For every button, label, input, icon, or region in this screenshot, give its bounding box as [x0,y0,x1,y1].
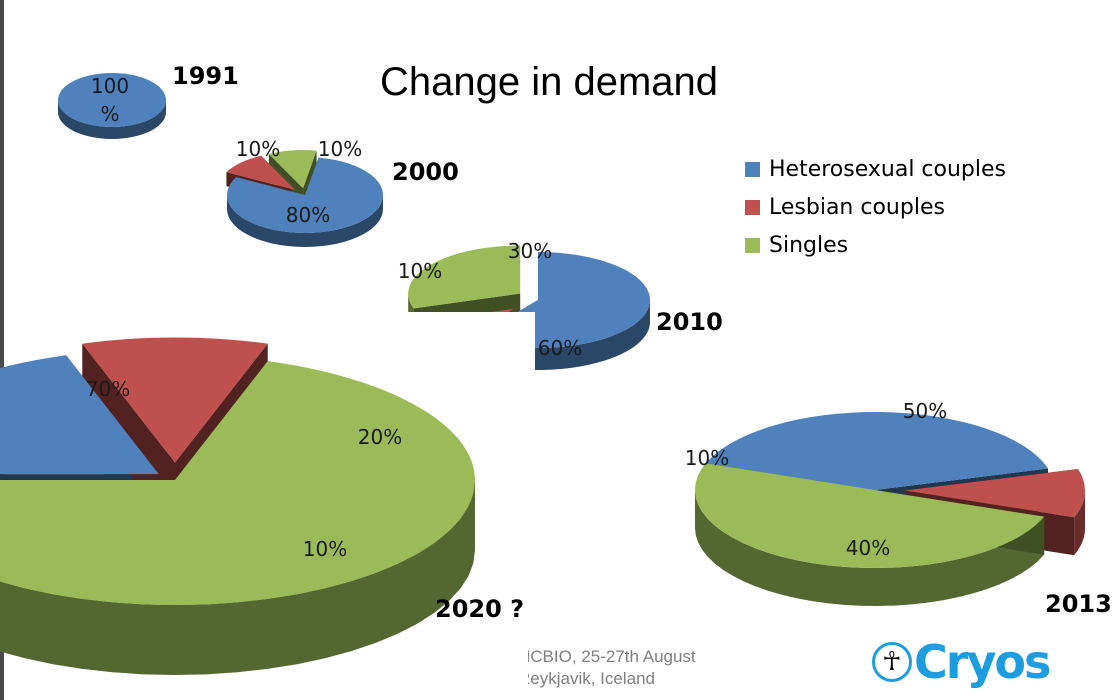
pie-1991: 100 % 1991 [58,62,239,139]
year-label: 2000 [392,158,459,186]
data-label-lesbian: 10% [303,537,347,561]
data-label-singles: 30% [508,239,552,263]
year-label: 2020 ? [435,595,524,623]
footer-line-1: NCBIO, 25-27th August [528,647,696,666]
data-label-heterosexual: 100% [91,74,129,126]
pie-slice-heterosexual [705,412,1049,490]
pie-slice-singles [0,361,475,605]
pie-slice-singles [408,245,521,309]
data-label-heterosexual: 20% [358,425,402,449]
legend-item-singles: Singles [745,226,1006,264]
legend-label-lesbian: Lesbian couples [769,194,945,220]
data-label-singles: 10% [318,137,362,161]
chart-title: Change in demand [380,60,719,104]
legend-swatch-heterosexual [745,161,760,177]
legend-label-heterosexual: Heterosexual couples [769,156,1006,182]
year-label: 2010 [656,308,723,336]
legend-swatch-singles [745,237,760,253]
year-label: 2013 [1045,590,1112,618]
pie-slice-singles [268,150,317,189]
pie-side-singles [0,480,475,675]
legend-item-heterosexual: Heterosexual couples [745,150,1006,188]
pie-2000: 80% 10% 10% 2000 [226,137,459,247]
logo-text: Cryos [914,635,1051,689]
data-label-lesbian: 10% [236,137,280,161]
data-label-singles: 70% [86,377,130,401]
pie-slice-heterosexual [58,73,166,127]
pie-side-singles [695,490,1045,606]
pie-slice-lesbian [226,155,296,190]
pie-slice-lesbian [904,469,1085,518]
data-label-lesbian: 10% [685,446,729,470]
pie-slice-lesbian [82,337,268,463]
data-label-heterosexual: 40% [846,536,890,560]
footer-line-2: Reykjavik, Iceland [528,669,656,688]
pie-cut-face [303,150,317,203]
occluding-overlay [403,312,535,404]
data-label-heterosexual: 80% [286,203,330,227]
pie-cut-face [268,153,304,203]
pie-2013: 40% 10% 50% 2013 [685,399,1112,618]
data-label-singles: 50% [903,399,947,423]
pie-2020: 20% 10% 70% 2020 ? [0,337,524,675]
pie-slice-heterosexual [227,157,384,233]
slide-left-border [0,0,4,700]
pie-side-heterosexual [58,100,166,139]
legend-item-lesbian: Lesbian couples [745,188,1006,226]
pie-2010: 60% 10% 30% 2010 [398,239,723,404]
pie-side-lesbian [1074,490,1085,556]
year-label: 1991 [172,62,239,90]
pie-slice-heterosexual [0,355,159,475]
data-label-lesbian: 10% [398,259,442,283]
ankh-icon: ☥ [872,642,912,682]
pie-slice-singles [695,463,1045,568]
legend-swatch-lesbian [745,199,760,215]
data-label-heterosexual: 60% [538,336,582,360]
legend: Heterosexual couples Lesbian couples Sin… [745,150,1006,264]
footer-text: NCBIO, 25-27th August Reykjavik, Iceland [528,646,728,690]
cryos-logo: ☥ Cryos [872,632,1051,692]
pie-side-heterosexual [227,195,383,247]
legend-label-singles: Singles [769,232,849,258]
